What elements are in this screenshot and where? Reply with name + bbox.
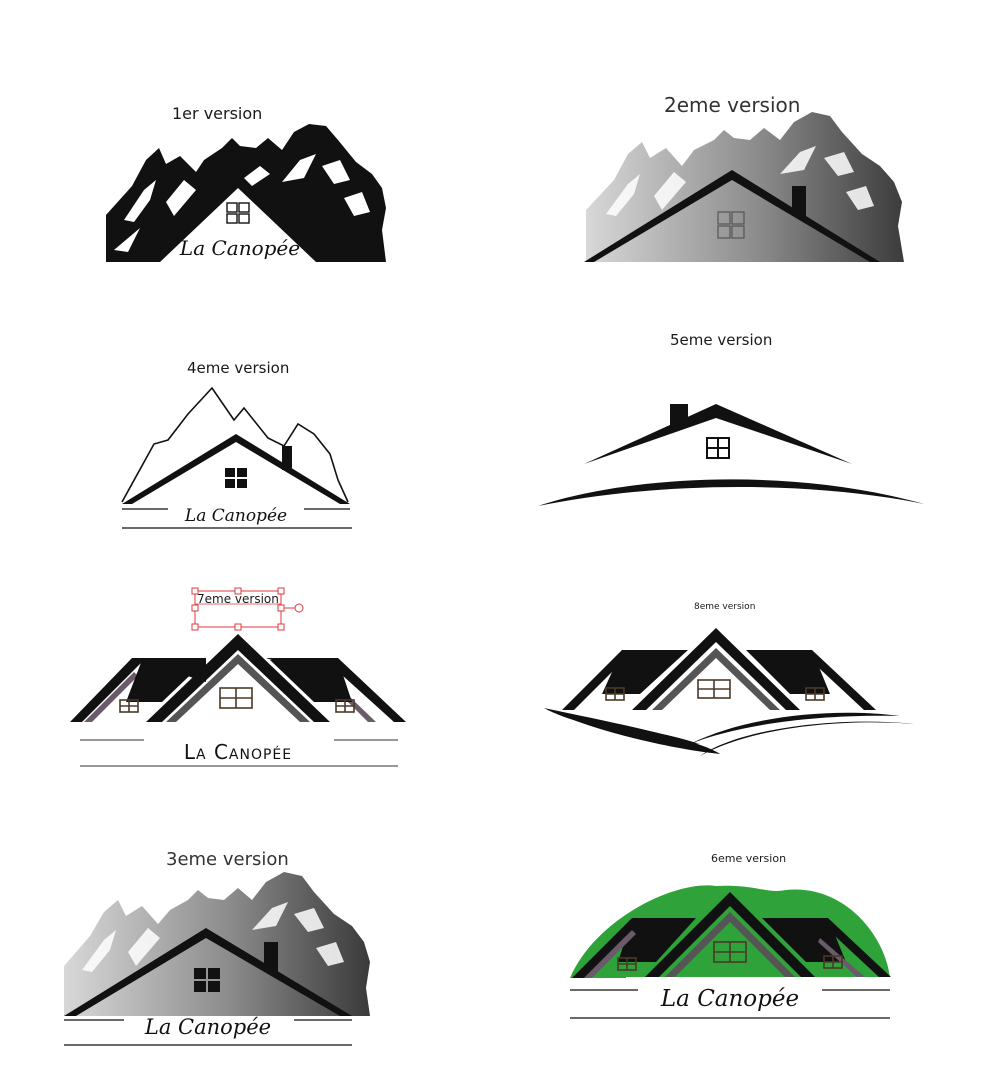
window-icon [717,211,745,239]
house-roof-icon [146,176,330,262]
logo-version-6: La Canopée [570,885,892,1019]
resize-handle [277,604,285,612]
version-label-8: 8eme version [694,602,756,612]
swoosh-icon [538,479,924,506]
logo-version-5 [538,404,924,506]
window-icon [225,468,247,488]
chimney-icon [792,186,806,216]
window-icon [605,679,825,701]
version-label-3: 3eme version [166,849,289,870]
resize-handle [234,587,242,595]
resize-handle [234,623,242,631]
resize-handle [277,587,285,595]
house-roof-icon [70,634,406,722]
swoosh-icon [690,712,914,756]
swoosh-icon [544,708,720,754]
window-icon [119,687,355,713]
window-icon [706,437,730,459]
brand-name: La Canopée [184,506,287,526]
resize-handle [191,604,199,612]
brand-name: La Canopée [184,740,292,764]
version-label-6: 6eme version [711,852,787,865]
logo-version-7: La Canopée [70,634,406,767]
house-roof-icon [122,434,350,504]
selection-box[interactable] [190,586,310,634]
window-icon [617,941,843,971]
version-label-5: 5eme version [670,331,773,349]
resize-handle [277,623,285,631]
chimney-icon [282,446,292,470]
logo-version-8 [544,628,914,756]
version-label-4: 4eme version [187,359,290,377]
logo-version-2 [584,112,904,262]
logo-version-1: La Canopée [106,124,386,262]
logo-version-3: La Canopée [64,872,370,1046]
chimney-icon [264,942,278,972]
house-roof-icon [584,404,852,464]
logo-version-4: La Canopée [121,386,352,529]
resize-handle [191,623,199,631]
brand-name: La Canopée [179,236,300,260]
window-icon [226,202,250,224]
rotate-handle [294,603,304,613]
brand-name: La Canopée [144,1015,271,1039]
mountain-range-icon [121,386,349,503]
brand-name: La Canopée [660,986,799,1012]
window-icon [194,968,220,992]
resize-handle [191,587,199,595]
version-label-1: 1er version [172,104,263,123]
house-roof-icon [562,628,876,710]
version-label-7[interactable]: 7eme version [197,592,279,606]
version-label-2: 2eme version [664,93,801,117]
